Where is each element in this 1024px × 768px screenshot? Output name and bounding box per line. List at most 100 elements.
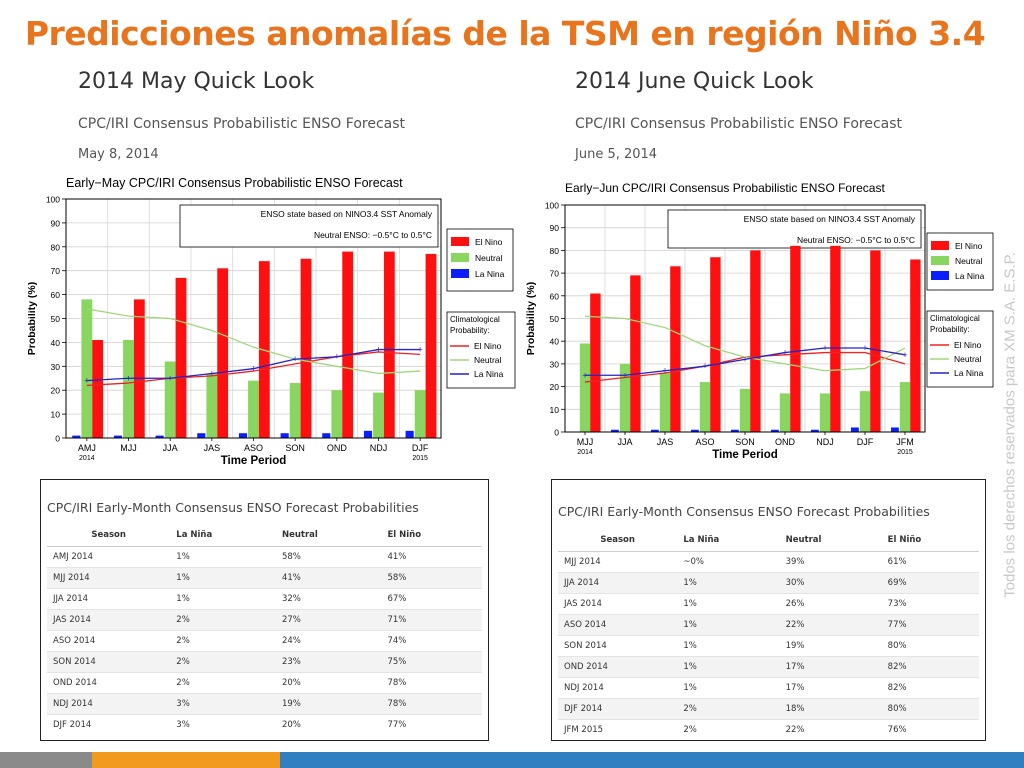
may-table-cell: 27% xyxy=(275,609,382,631)
climatology-line-neutral xyxy=(584,315,906,372)
x-tick-label: JFM xyxy=(896,437,914,447)
bar-el-nino xyxy=(258,261,270,438)
bar-neutral xyxy=(206,373,218,438)
y-tick-label: 100 xyxy=(545,201,559,211)
may-table-cell: JAS 2014 xyxy=(47,609,171,631)
annotation-text: Neutral ENSO: −0.5°C to 0.5°C xyxy=(314,230,432,240)
bar-la-nina xyxy=(651,429,659,432)
bar-el-nino xyxy=(133,299,145,438)
may-table-cell: 75% xyxy=(381,651,482,673)
copyright-watermark: Todos los derechos reservados para XM S.… xyxy=(1001,252,1019,598)
annotation-text: ENSO state based on NINO3.4 SST Anomaly xyxy=(261,209,433,219)
june-table-cell: 76% xyxy=(881,719,979,740)
x-year-label-start: 2014 xyxy=(577,449,593,456)
y-tick-label: 20 xyxy=(51,386,61,396)
june-table-cell: NDJ 2014 xyxy=(558,677,678,699)
bar-neutral xyxy=(619,363,631,432)
june-table-cell: 69% xyxy=(881,572,979,594)
climatology-marker-la-nina: + xyxy=(742,354,747,364)
climatology-marker-la-nina: + xyxy=(168,373,173,383)
bar-el-nino xyxy=(342,251,354,438)
may-table-cell: 19% xyxy=(275,693,382,715)
may-table-row: OND 2014 2% 20% 78% xyxy=(47,672,482,694)
y-tick-label: 70 xyxy=(51,266,61,276)
may-column-header: El Niño xyxy=(381,524,482,547)
climatology-line-la-nina xyxy=(585,347,906,376)
june-table-cell: 1% xyxy=(677,572,780,594)
june-table-cell: 80% xyxy=(881,698,979,720)
climatology-legend-label: El Nino xyxy=(954,340,982,350)
may-table-cell: 20% xyxy=(275,672,382,694)
may-table-row: JAS 2014 2% 27% 71% xyxy=(47,609,482,631)
bar-neutral xyxy=(123,340,134,438)
x-tick-label: SON xyxy=(285,443,305,453)
may-table-cell: 24% xyxy=(275,630,382,652)
x-tick-label: JJA xyxy=(163,443,178,453)
bar-neutral xyxy=(859,391,871,432)
june-table-cell: 73% xyxy=(881,593,979,615)
y-tick-label: 0 xyxy=(55,434,60,444)
climatology-marker-la-nina: + xyxy=(84,376,89,386)
x-tick-label: DJF xyxy=(857,437,874,447)
may-table-row: DJF 2014 3% 20% 77% xyxy=(47,714,482,735)
legend-swatch-la-nina xyxy=(451,269,469,278)
y-tick-label: 80 xyxy=(550,246,560,256)
may-column-header: La Niña xyxy=(170,524,276,547)
bar-la-nina xyxy=(731,429,739,432)
y-tick-label: 50 xyxy=(550,314,560,324)
annotation-box xyxy=(667,209,922,249)
bar-la-nina xyxy=(691,429,699,432)
may-probabilities-table-panel: CPC/IRI Early-Month Consensus ENSO Forec… xyxy=(40,479,489,741)
bar-la-nina xyxy=(771,429,779,432)
june-column-header: La Niña xyxy=(677,529,780,552)
climatology-marker-la-nina: + xyxy=(662,366,667,376)
bar-la-nina xyxy=(322,433,331,438)
bar-el-nino xyxy=(175,277,187,438)
may-table-cell: 41% xyxy=(275,567,382,589)
bar-la-nina xyxy=(851,427,859,432)
x-tick-label: OND xyxy=(775,437,796,447)
june-table-cell: 1% xyxy=(677,677,780,699)
y-tick-label: 80 xyxy=(51,242,61,252)
x-tick-label: MJJ xyxy=(120,443,137,453)
legend-label: La Nina xyxy=(955,271,985,281)
may-table-cell: 20% xyxy=(275,714,382,735)
bar-la-nina xyxy=(72,435,81,438)
bar-la-nina xyxy=(611,429,619,432)
climatology-marker-la-nina: + xyxy=(622,370,627,380)
june-table-row: ASO 2014 1% 22% 77% xyxy=(558,614,979,636)
may-column-header: Season xyxy=(47,524,171,547)
may-column-header: Neutral xyxy=(275,524,382,547)
legend-label: Neutral xyxy=(955,256,983,266)
bar-neutral xyxy=(248,380,259,438)
bar-la-nina xyxy=(238,433,248,438)
june-table-cell: 26% xyxy=(779,593,882,615)
legend-swatch-neutral xyxy=(931,256,949,265)
x-tick-label: MJJ xyxy=(577,437,594,447)
may-table-cell: JJA 2014 xyxy=(47,588,171,610)
x-axis-label: Time Period xyxy=(221,455,287,467)
june-column-header: Season xyxy=(558,529,678,552)
bar-neutral xyxy=(414,390,426,438)
june-table-cell: 18% xyxy=(779,698,882,720)
bar-el-nino xyxy=(830,245,841,432)
x-axis-label: Time Period xyxy=(712,449,778,460)
bar-la-nina xyxy=(113,435,123,438)
y-tick-label: 0 xyxy=(554,428,559,438)
may-table-row: NDJ 2014 3% 19% 78% xyxy=(47,693,482,715)
may-table-cell: AMJ 2014 xyxy=(47,546,171,568)
x-tick-label: OND xyxy=(327,443,348,453)
may-table-row: SON 2014 2% 23% 75% xyxy=(47,651,482,673)
x-tick-label: ASO xyxy=(244,443,263,453)
legend-label: La Nina xyxy=(475,269,505,279)
may-table-cell: NDJ 2014 xyxy=(47,693,171,715)
june-table-cell: JJA 2014 xyxy=(558,572,678,594)
may-table-cell: 41% xyxy=(381,546,482,568)
climatology-legend-title: Climatological xyxy=(930,314,980,323)
climatology-line-neutral xyxy=(86,308,421,375)
june-table-row: JJA 2014 1% 30% 69% xyxy=(558,572,979,594)
may-table-cell: 1% xyxy=(170,588,276,610)
climatology-legend-box xyxy=(446,311,516,389)
x-year-label-end: 2015 xyxy=(412,455,428,462)
june-table-cell: 80% xyxy=(881,635,979,657)
